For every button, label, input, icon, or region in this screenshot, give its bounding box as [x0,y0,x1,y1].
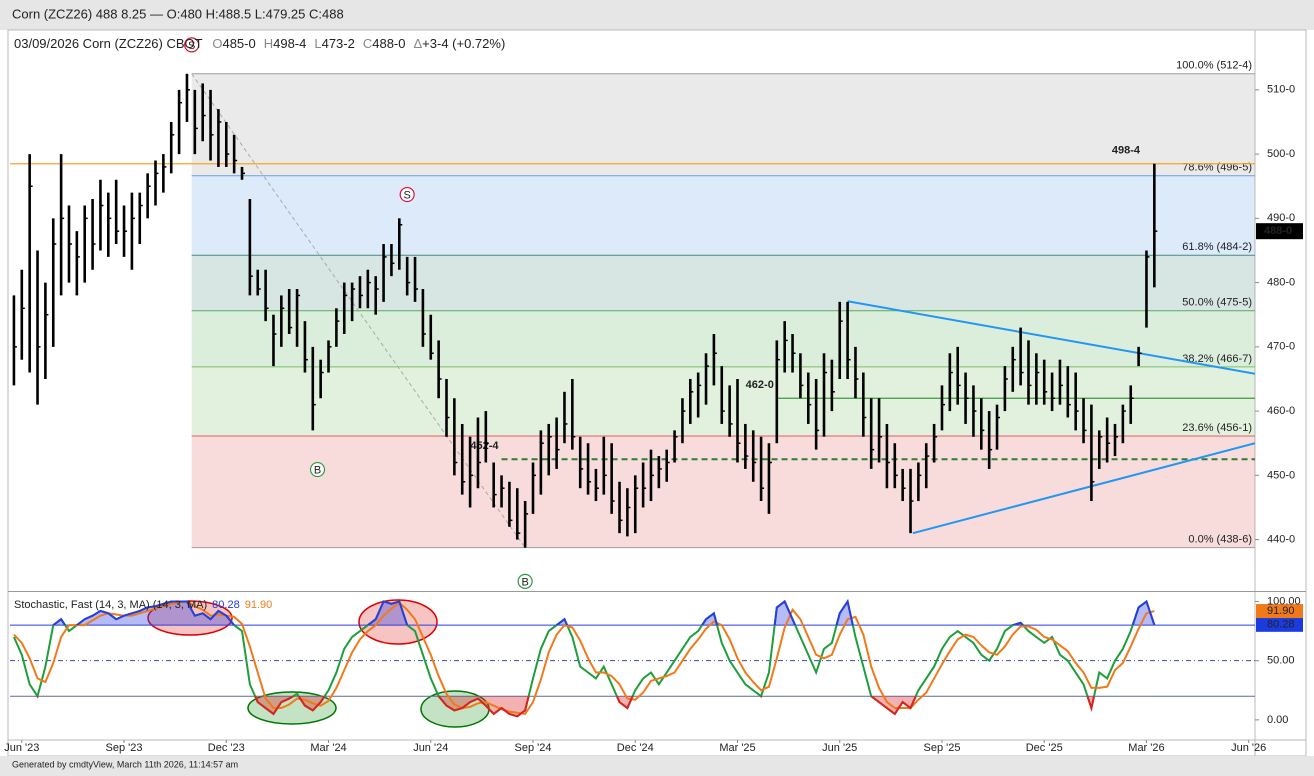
trendline [847,300,1255,375]
chart-frame [7,29,1307,757]
stochastic-line [13,600,1155,716]
quote-value: 485-0 [222,36,255,51]
footer: Generated by cmdtyView, March 11th 2026,… [12,759,238,769]
signal-label: B [314,464,321,476]
legend-value: 91.90 [245,599,273,611]
x-tick-label: Sep '24 [515,742,552,754]
footer-bar [0,756,1314,776]
x-tick-label: Mar '25 [719,742,755,754]
signal-marker [309,461,326,478]
highlight [147,600,233,636]
last-price-label: 488-0 [1264,225,1292,237]
indicator-legend: Stochastic, Fast (14, 3, MA) (14, 3, MA)… [14,599,272,611]
quote-value: 498-4 [273,36,306,51]
y-tick-label: 480-0 [1267,276,1295,288]
x-tick-label: Sep '25 [923,742,960,754]
x-tick-label: Jun '26 [1231,742,1266,754]
title-bar [0,0,1314,30]
quote-key: H [264,36,273,51]
quote-key: Δ [413,36,422,51]
symbol: 03/09/2026 Corn (ZCZ26) CBOT [14,36,203,51]
y-tick-label: 500-0 [1267,148,1295,160]
x-tick-label: Jun '23 [4,742,39,754]
y-tick-label: 450-0 [1267,469,1295,481]
signal-marker [399,186,415,203]
signal-label: S [188,40,195,52]
stochastic-panel [10,598,1255,728]
highlight [247,691,337,725]
quote-value: +3-4 (+0.72%) [422,36,505,51]
fib-band [191,175,1255,256]
quote-value: 488-0 [372,36,405,51]
quote-key: L [314,36,321,51]
signal-label: S [404,189,411,201]
y-tick-label: 510-0 [1267,84,1295,96]
fib-band [191,366,1255,436]
fib-band [191,73,1255,176]
fib-label: 50.0% (475-5) [1182,297,1252,309]
value-tag [1256,617,1303,632]
fib-label: 38.2% (466-7) [1182,353,1252,365]
fib-band [191,310,1255,367]
y-tick-label: 0.00 [1267,714,1288,726]
x-tick-label: Mar '26 [1128,742,1164,754]
price-panel: 100.0% (512-4) 78.6% (496-5) 61.8% (484-2)… [10,37,1255,589]
fib-label: 78.6% (496-5) [1182,162,1252,174]
indicator-title: Stochastic, Fast (14, 3, MA) (14, 3, MA) [14,599,207,611]
overbought-line-segment [52,598,1156,626]
signal-label: B [521,576,528,588]
fib-label: 0.0% (438-6) [1188,534,1252,546]
value-tag-label: 80.28 [1267,619,1295,631]
y-tick-label: 470-0 [1267,341,1295,353]
fib-label: 61.8% (484-2) [1182,241,1252,253]
window-title: Corn (ZCZ26) 488 8.25 — O:480 H:488.5 L:… [12,6,344,21]
x-tick-label: Jun '24 [413,742,448,754]
trendline [191,73,526,548]
quote-key: C [363,36,372,51]
level-label: 462-0 [746,379,774,391]
last-price-tag [1256,223,1303,240]
level-label: 498-4 [1112,145,1141,157]
axes: 440-0 450-0 460-0 470-0 480-0 490-0 500-0 510-0… [4,84,1303,754]
y-tick-label: 100.00 [1267,595,1301,607]
signal-marker [184,37,200,53]
y-tick-label: 460-0 [1267,405,1295,417]
y-tick-label: 490-0 [1267,212,1295,224]
x-tick-label: Dec '23 [208,742,245,754]
x-tick-label: Dec '25 [1026,742,1063,754]
y-tick-label: 440-0 [1267,534,1295,546]
y-tick-label: 50.00 [1267,655,1295,667]
overbought-fill [13,601,1155,626]
trendline [912,442,1255,535]
signal-marker [517,573,533,589]
x-tick-label: Mar '24 [310,742,346,754]
quote-key: O [212,36,222,51]
value-tag-label: 91.90 [1267,605,1295,617]
legend-value: 80.28 [212,599,240,611]
x-tick-label: Sep '23 [106,742,143,754]
fib-label: 100.0% (512-4) [1176,60,1252,72]
quote-value: 473-2 [322,36,355,51]
x-tick-label: Jun '25 [822,742,857,754]
quote-line: 03/09/2026 Corn (ZCZ26) CBOT O485-0 H498-4… [14,36,505,51]
value-tag [1256,604,1303,619]
x-tick-label: Dec '24 [617,742,654,754]
fib-band [191,435,1255,548]
fib-label: 23.6% (456-1) [1182,422,1252,434]
